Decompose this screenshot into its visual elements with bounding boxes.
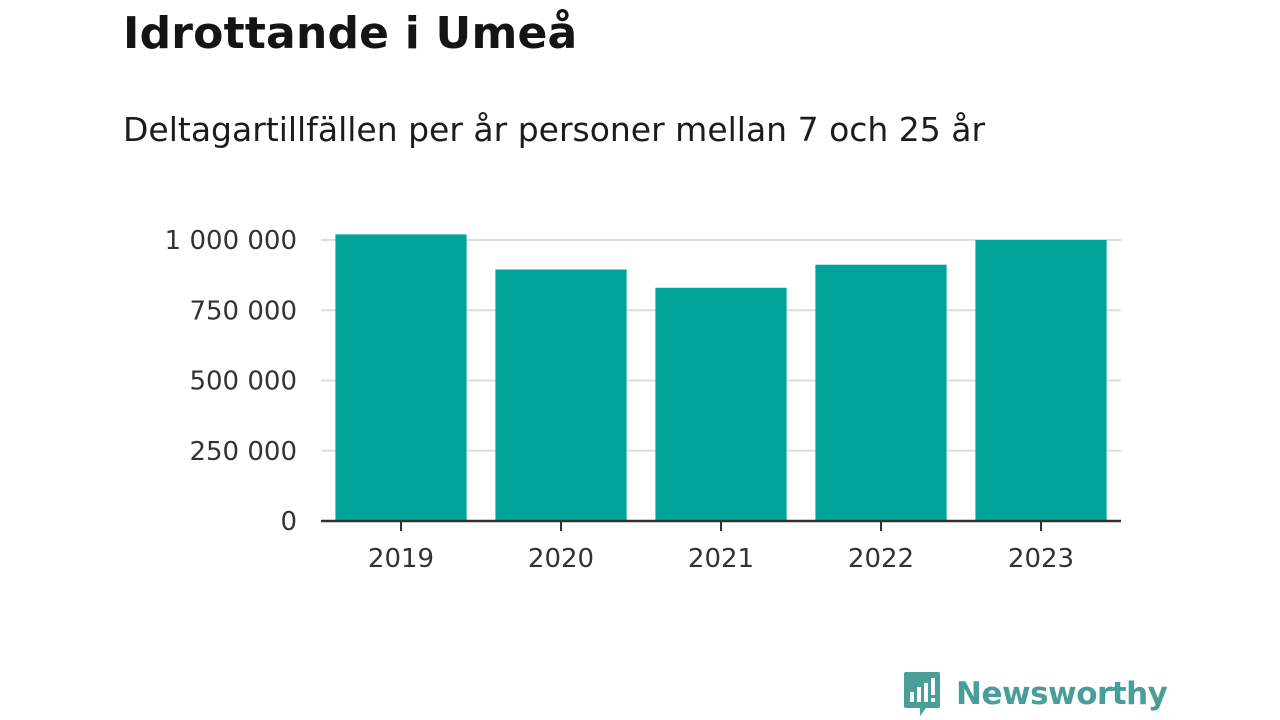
- newsworthy-chart-icon: [904, 672, 940, 716]
- bar-2021: [655, 287, 787, 521]
- y-tick-label: 0: [280, 507, 297, 537]
- x-tick-label: 2019: [368, 544, 434, 574]
- chart-subtitle: Deltagartillfällen per år personer mella…: [123, 110, 986, 149]
- brand-name: Newsworthy: [956, 676, 1168, 712]
- bar-2023: [975, 240, 1107, 521]
- x-tick-labels: 2019 2020 2021 2022 2023: [368, 544, 1074, 574]
- bar-2022: [815, 264, 947, 521]
- y-tick-label: 750 000: [189, 296, 297, 326]
- x-tick-label: 2020: [528, 544, 594, 574]
- x-tick-label: 2023: [1008, 544, 1074, 574]
- x-axis: [321, 519, 1121, 531]
- bar-2020: [495, 269, 627, 521]
- y-tick-label: 1 000 000: [165, 226, 297, 256]
- y-tick-label: 250 000: [189, 437, 297, 467]
- newsworthy-logo[interactable]: Newsworthy: [902, 668, 1168, 720]
- y-tick-label: 500 000: [189, 367, 297, 397]
- y-tick-labels: 0 250 000 500 000 750 000 1 000 000: [165, 226, 297, 537]
- bar-2019: [335, 234, 467, 521]
- x-tick-label: 2022: [848, 544, 914, 574]
- bars: [335, 234, 1107, 521]
- x-tick-label: 2021: [688, 544, 754, 574]
- chart-title: Idrottande i Umeå: [123, 8, 578, 59]
